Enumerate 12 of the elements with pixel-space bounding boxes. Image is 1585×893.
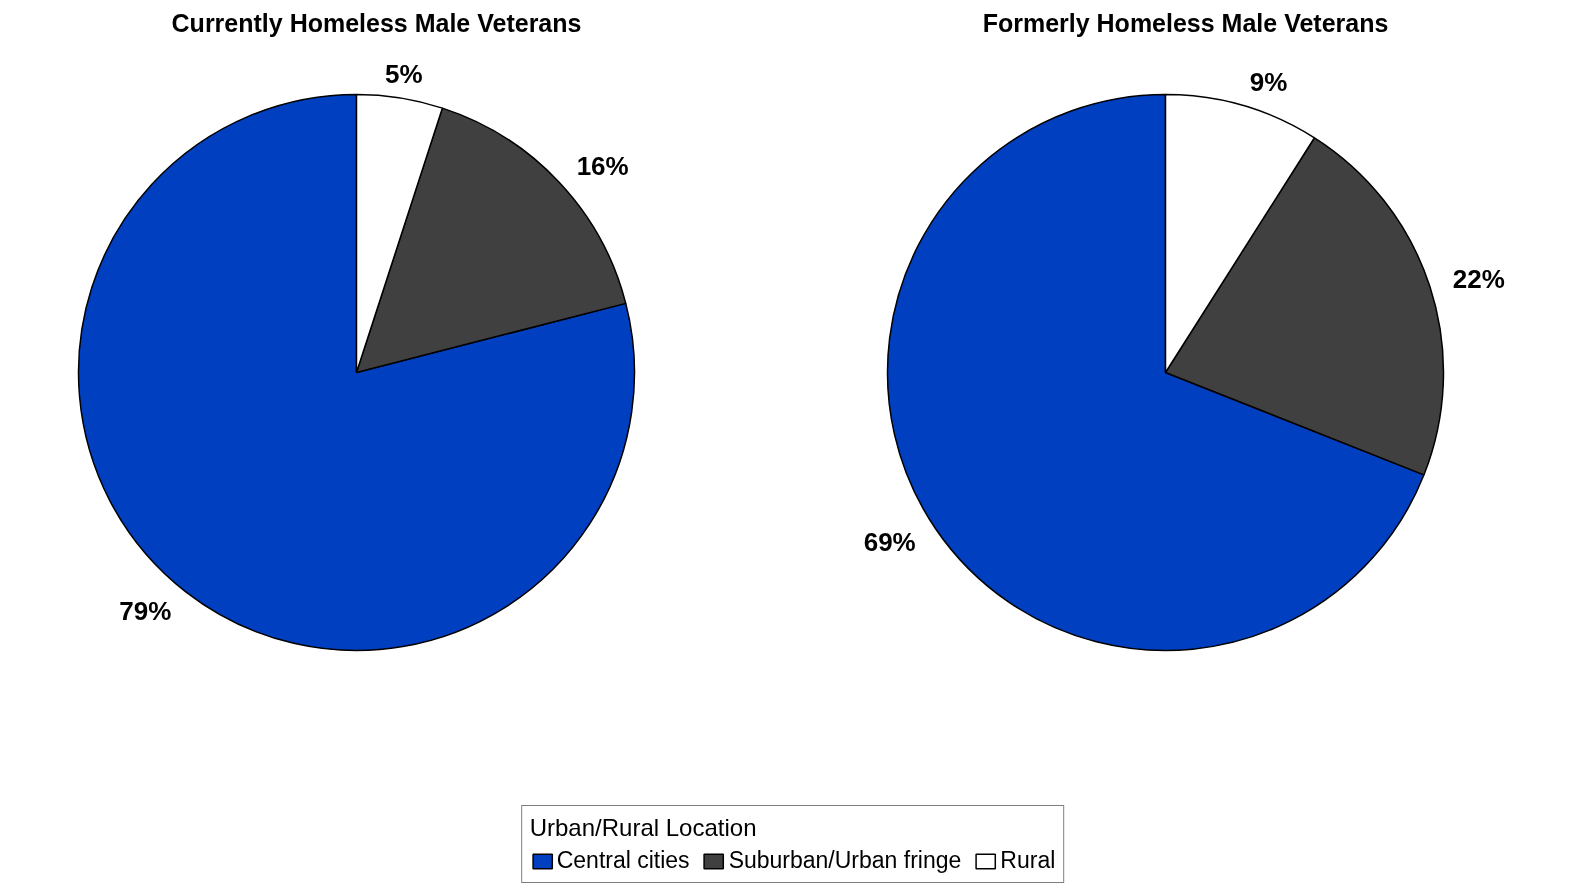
legend-label: Rural: [1000, 847, 1056, 874]
legend-label: Central cities: [556, 847, 690, 874]
legend-label: Suburban/Urban fringe: [728, 847, 962, 874]
legend-title: Urban/Rural Location: [529, 814, 758, 842]
data-label: 22%: [1452, 264, 1505, 295]
data-label: 9%: [1249, 67, 1288, 98]
data-label: 79%: [119, 596, 172, 627]
chart-title: Currently Homeless Male Veterans: [171, 8, 582, 37]
chart-title: Formerly Homeless Male Veterans: [982, 8, 1389, 37]
data-label: 5%: [384, 59, 423, 90]
data-label: 69%: [863, 527, 916, 558]
data-label: 16%: [576, 150, 629, 181]
